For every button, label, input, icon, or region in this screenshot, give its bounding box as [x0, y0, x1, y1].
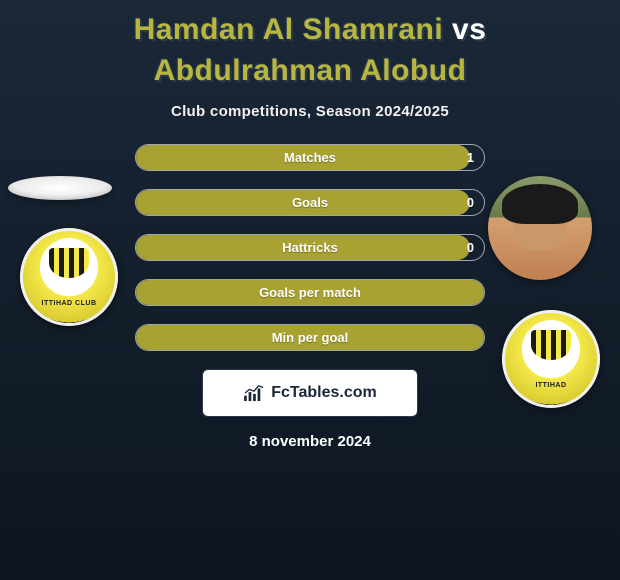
- stat-label: Goals per match: [136, 285, 484, 300]
- stat-bar: Matches1: [135, 144, 485, 171]
- player1-name: Hamdan Al Shamrani: [134, 13, 444, 46]
- stat-label: Goals: [136, 195, 484, 210]
- chart-icon: [243, 384, 265, 402]
- stat-label: Matches: [136, 150, 484, 165]
- player2-club-crest: ITTIHAD: [502, 310, 600, 408]
- player1-avatar: [8, 176, 112, 200]
- subtitle: Club competitions, Season 2024/2025: [0, 103, 620, 120]
- date-text: 8 november 2024: [0, 433, 620, 450]
- stat-label: Hattricks: [136, 240, 484, 255]
- vs-text: vs: [452, 13, 486, 46]
- stat-bar: Min per goal: [135, 324, 485, 351]
- player2-avatar: [488, 176, 592, 280]
- comparison-title: Hamdan Al Shamrani vs Abdulrahman Alobud: [0, 0, 620, 95]
- crest-stripes: [531, 330, 571, 360]
- crest-label-left: ITTIHAD CLUB: [42, 300, 97, 308]
- stat-bar: Hattricks0: [135, 234, 485, 261]
- stat-bar: Goals0: [135, 189, 485, 216]
- stat-label: Min per goal: [136, 330, 484, 345]
- crest-stripes: [49, 248, 89, 278]
- brand-box: FcTables.com: [202, 369, 418, 417]
- stat-value-right: 1: [467, 145, 474, 170]
- stat-value-right: 0: [467, 235, 474, 260]
- stat-value-right: 0: [467, 190, 474, 215]
- stat-bar: Goals per match: [135, 279, 485, 306]
- crest-label-right: ITTIHAD: [535, 382, 566, 390]
- player1-club-crest: ITTIHAD CLUB: [20, 228, 118, 326]
- stat-bars: Matches1Goals0Hattricks0Goals per matchM…: [135, 144, 485, 351]
- brand-name: FcTables.com: [271, 384, 377, 402]
- player2-name: Abdulrahman Alobud: [154, 54, 467, 87]
